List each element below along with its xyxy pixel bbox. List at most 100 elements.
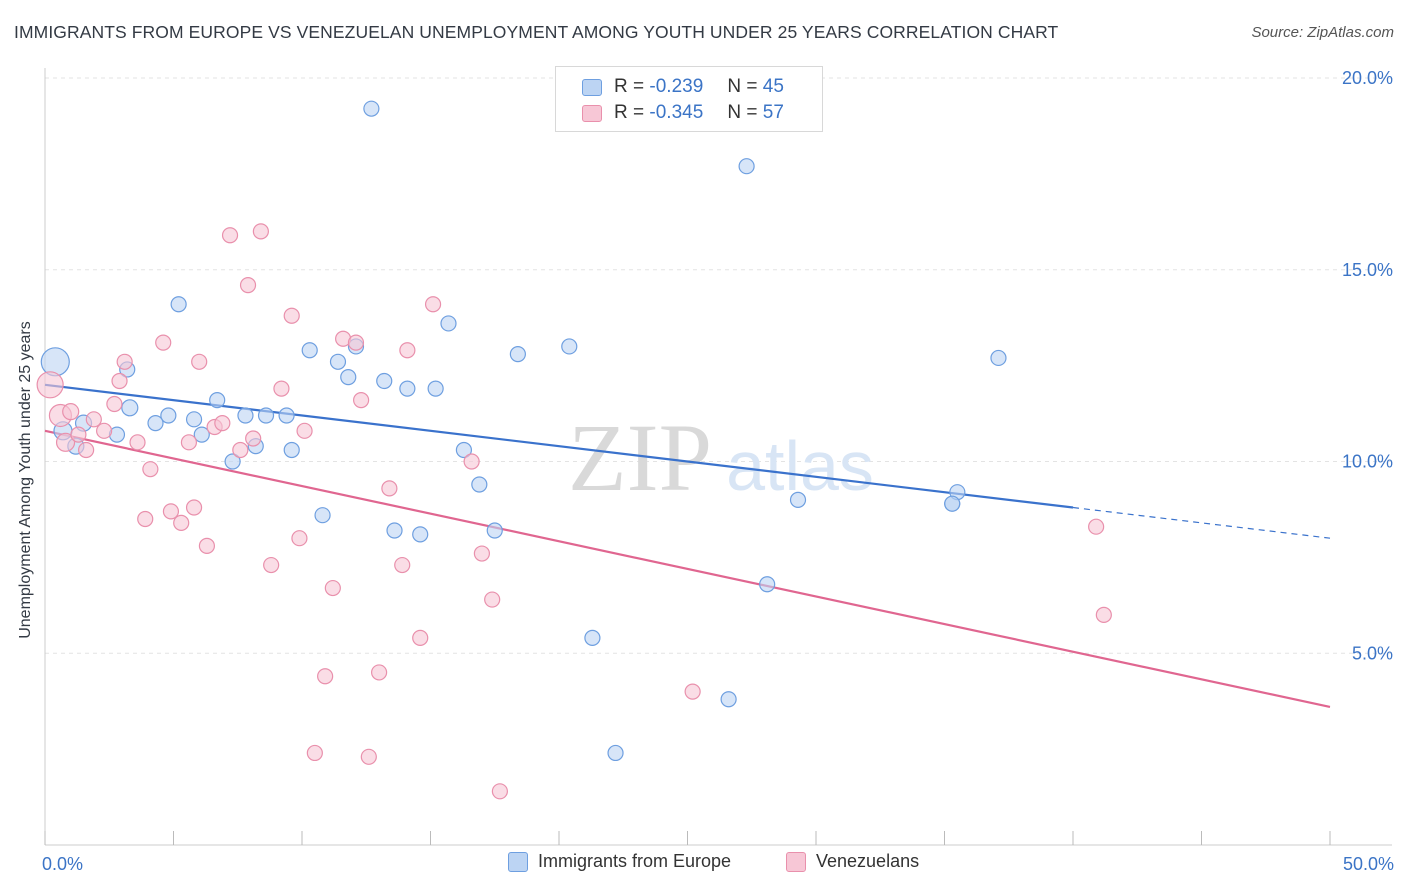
watermark-zip: ZIP (568, 404, 712, 511)
point-immigrants-from-europe (427, 380, 444, 397)
legend-r-value: -0.239 (649, 76, 704, 97)
point-immigrants-from-europe (257, 407, 275, 424)
point-immigrants-from-europe (584, 629, 601, 647)
legend-n-value: 57 (762, 102, 784, 123)
trend-line-venezuelans (44, 429, 1331, 709)
point-venezuelans (116, 353, 133, 370)
point-immigrants-from-europe (160, 407, 177, 424)
legend-n-label: N = (727, 102, 758, 123)
point-immigrants-from-europe (283, 441, 300, 459)
legend-swatch-venezuelans (582, 104, 602, 122)
point-immigrants-from-europe (386, 522, 403, 539)
point-venezuelans (463, 453, 480, 470)
point-venezuelans (252, 223, 269, 240)
point-venezuelans (137, 510, 154, 528)
legend-r-label: R = (614, 76, 645, 97)
series-label-venezuelans: Venezuelans (816, 851, 920, 871)
legend-n-value: 45 (762, 76, 784, 97)
point-immigrants-from-europe (376, 372, 393, 390)
point-immigrants-from-europe (607, 744, 624, 762)
point-venezuelans (70, 426, 87, 443)
point-venezuelans (273, 380, 290, 397)
series-legend-venezuelans[interactable]: Venezuelans (786, 851, 919, 872)
point-venezuelans (173, 514, 190, 531)
point-immigrants-from-europe (561, 338, 578, 355)
point-venezuelans (78, 441, 95, 459)
series-swatch-venezuelans (786, 851, 806, 872)
point-venezuelans (62, 403, 80, 421)
chart-source: Source: ZipAtlas.com (1251, 24, 1394, 41)
point-venezuelans (1088, 518, 1105, 535)
y-tick-label: 5.0% (1352, 643, 1393, 663)
point-venezuelans (232, 441, 249, 459)
legend-r-label: R = (614, 102, 645, 123)
point-venezuelans (111, 372, 128, 390)
point-venezuelans (221, 227, 239, 244)
x-tick-label-max: 50.0% (1343, 854, 1394, 874)
point-venezuelans (484, 591, 501, 608)
point-venezuelans (155, 334, 172, 351)
correlation-legend: R = -0.239 N = 45 R = -0.345 N = 57 (555, 66, 823, 132)
y-axis-label-wrap: Unemployment Among Youth under 25 years (4, 200, 48, 760)
point-immigrants-from-europe (301, 342, 318, 359)
legend-r-value: -0.345 (649, 102, 704, 123)
point-venezuelans (96, 422, 113, 439)
point-venezuelans (306, 744, 323, 762)
point-venezuelans (412, 629, 429, 647)
point-immigrants-from-europe (412, 526, 429, 543)
point-immigrants-from-europe (278, 407, 295, 424)
point-immigrants-from-europe (399, 380, 416, 397)
series-legend-europe[interactable]: Immigrants from Europe (508, 851, 731, 872)
point-venezuelans (85, 411, 102, 428)
point-immigrants-from-europe (237, 407, 254, 424)
point-venezuelans (360, 748, 377, 765)
point-venezuelans (263, 556, 280, 574)
y-axis-label: Unemployment Among Youth under 25 years (17, 321, 34, 639)
point-venezuelans (394, 556, 411, 574)
axes (44, 68, 1392, 846)
point-immigrants-from-europe (990, 349, 1007, 367)
trend-line-europe (44, 383, 1074, 509)
tick-labels: 5.0% 10.0% 15.0% 20.0% 0.0% 50.0% (42, 68, 1394, 874)
point-immigrants-from-europe (340, 369, 357, 386)
point-venezuelans (291, 530, 308, 547)
point-venezuelans (347, 334, 365, 351)
point-immigrants-from-europe (170, 296, 187, 313)
series-label-europe: Immigrants from Europe (538, 851, 732, 871)
point-immigrants-from-europe (363, 100, 380, 117)
point-venezuelans (296, 422, 313, 439)
point-immigrants-from-europe (147, 415, 164, 432)
point-immigrants-from-europe (944, 495, 961, 512)
point-venezuelans (245, 430, 262, 447)
point-venezuelans (283, 307, 300, 324)
point-venezuelans (324, 579, 341, 597)
point-immigrants-from-europe (329, 353, 347, 370)
point-immigrants-from-europe (185, 411, 203, 428)
point-venezuelans (162, 503, 180, 520)
point-immigrants-from-europe (121, 399, 139, 417)
point-immigrants-from-europe (314, 507, 331, 524)
chart-title: IMMIGRANTS FROM EUROPE VS VENEZUELAN UNE… (14, 22, 1059, 42)
legend-swatch-europe (582, 78, 602, 96)
point-immigrants-from-europe (193, 426, 210, 443)
point-venezuelans (185, 499, 203, 516)
legend-n-label: N = (727, 76, 758, 97)
point-immigrants-from-europe (455, 441, 473, 459)
legend-row-venezuelans: R = -0.345 N = 57 (582, 101, 784, 125)
point-venezuelans (214, 415, 231, 432)
data-points (36, 100, 1112, 800)
y-tick-label: 20.0% (1342, 68, 1393, 88)
point-venezuelans (191, 353, 208, 370)
series-legend: Immigrants from Europe Venezuelans (0, 851, 1406, 877)
point-immigrants-from-europe (720, 691, 737, 708)
point-venezuelans (142, 461, 159, 478)
point-immigrants-from-europe (738, 158, 755, 175)
point-venezuelans (473, 545, 490, 562)
point-venezuelans (399, 342, 416, 359)
point-immigrants-from-europe (509, 346, 526, 363)
point-venezuelans (424, 296, 442, 313)
point-venezuelans (36, 371, 64, 399)
point-immigrants-from-europe (224, 453, 241, 470)
point-immigrants-from-europe (471, 476, 488, 493)
